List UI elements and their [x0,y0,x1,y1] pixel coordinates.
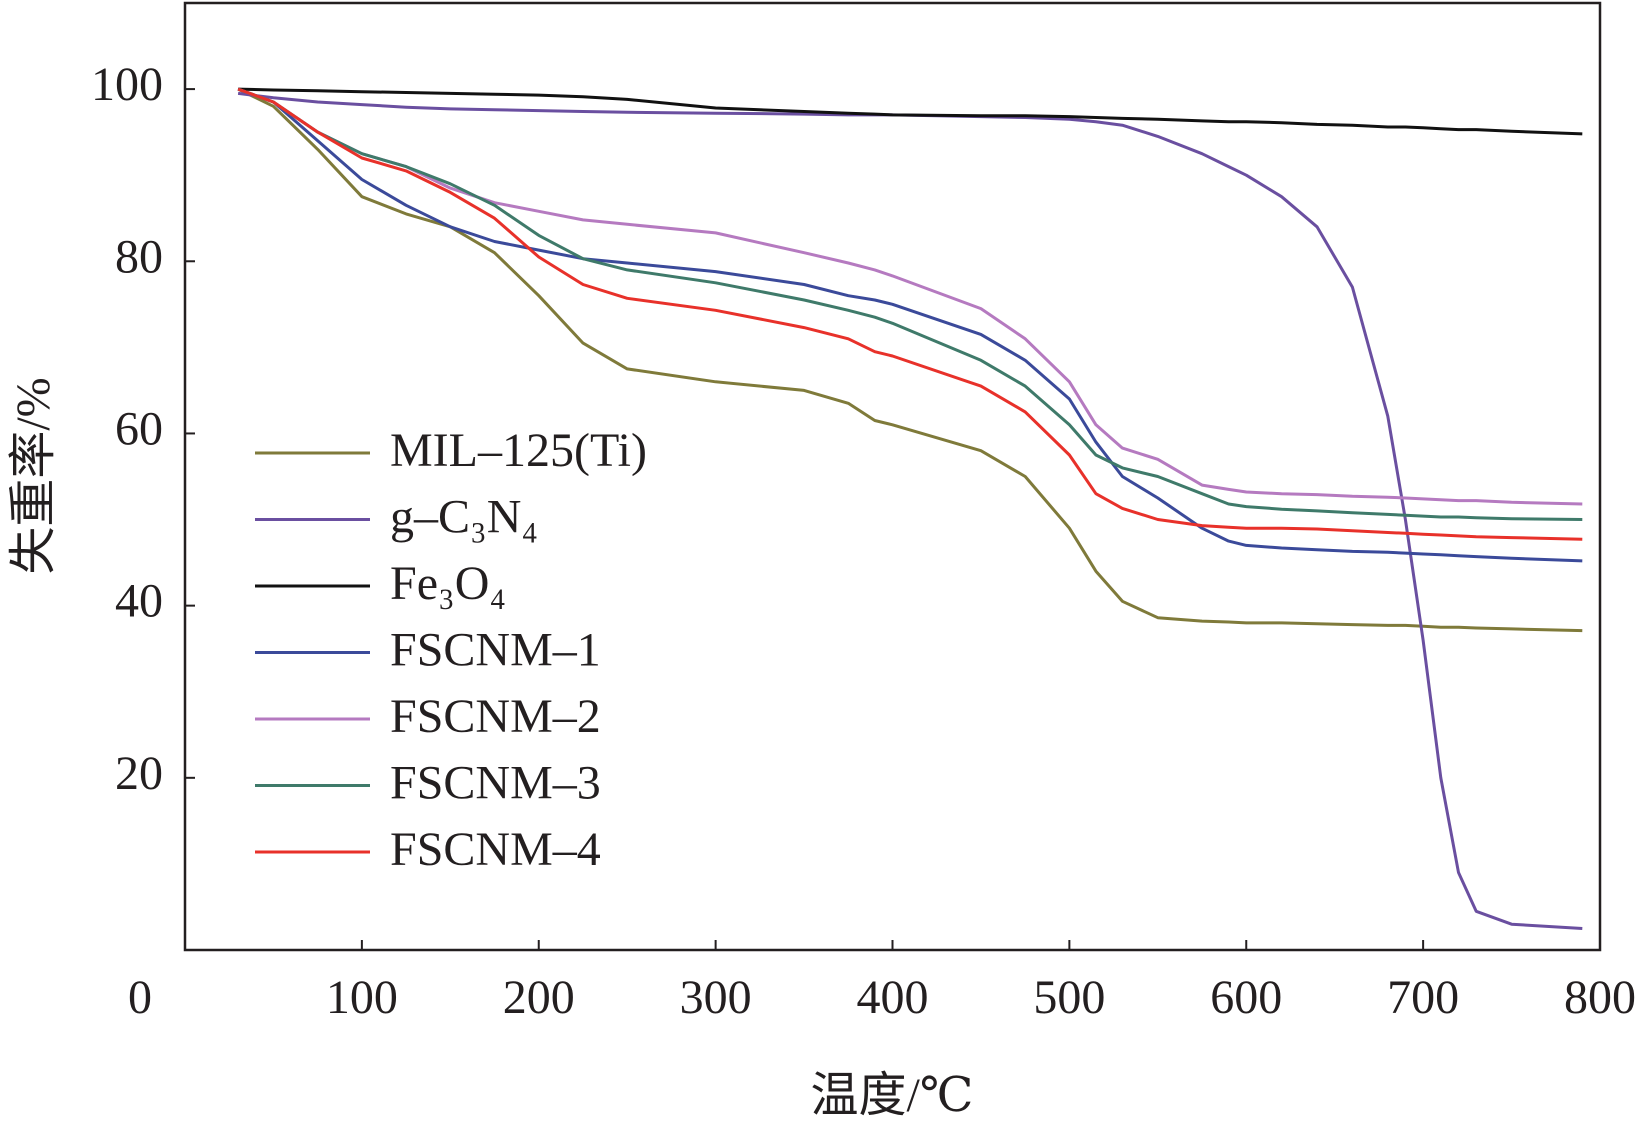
series-line [237,87,1583,563]
series-line [238,87,1583,136]
x-tick-label: 500 [1033,971,1105,1024]
series-line [237,87,1583,521]
x-tick-label: 800 [1564,971,1636,1024]
legend-label: FSCNM–1 [390,624,601,677]
y-tick-label: 60 [115,402,163,455]
x-tick-label: 200 [503,971,575,1024]
series-line [237,87,1583,541]
y-tick-label: 40 [115,575,163,628]
x-tick-label: 0 [128,971,152,1024]
x-tick-label: 300 [680,971,752,1024]
legend-label: Fe₃O₄ [390,557,506,610]
legend-label: MIL–125(Ti) [390,424,647,477]
y-axis-label: 失重率/% [7,377,60,574]
legend: MIL–125(Ti) g–C₃N₄ Fe₃O₄ FSCNM–1 FSCNM–2 FSCN… [255,424,647,876]
y-tick-label: 100 [91,58,163,111]
legend-label: FSCNM–2 [390,690,601,743]
y-tick-label: 80 [115,230,163,283]
series-line [237,91,1583,930]
x-tick-label: 400 [857,971,929,1024]
x-tick-label: 700 [1387,971,1459,1024]
x-tick-label: 100 [326,971,398,1024]
x-tick-label: 600 [1210,971,1282,1024]
legend-label: g–C₃N₄ [390,491,538,544]
x-axis-label: 温度/℃ [810,1069,973,1122]
legend-label: FSCNM–4 [390,823,601,876]
series-line [237,87,1583,633]
legend-label: FSCNM–3 [390,757,601,810]
y-tick-label: 20 [115,747,163,800]
